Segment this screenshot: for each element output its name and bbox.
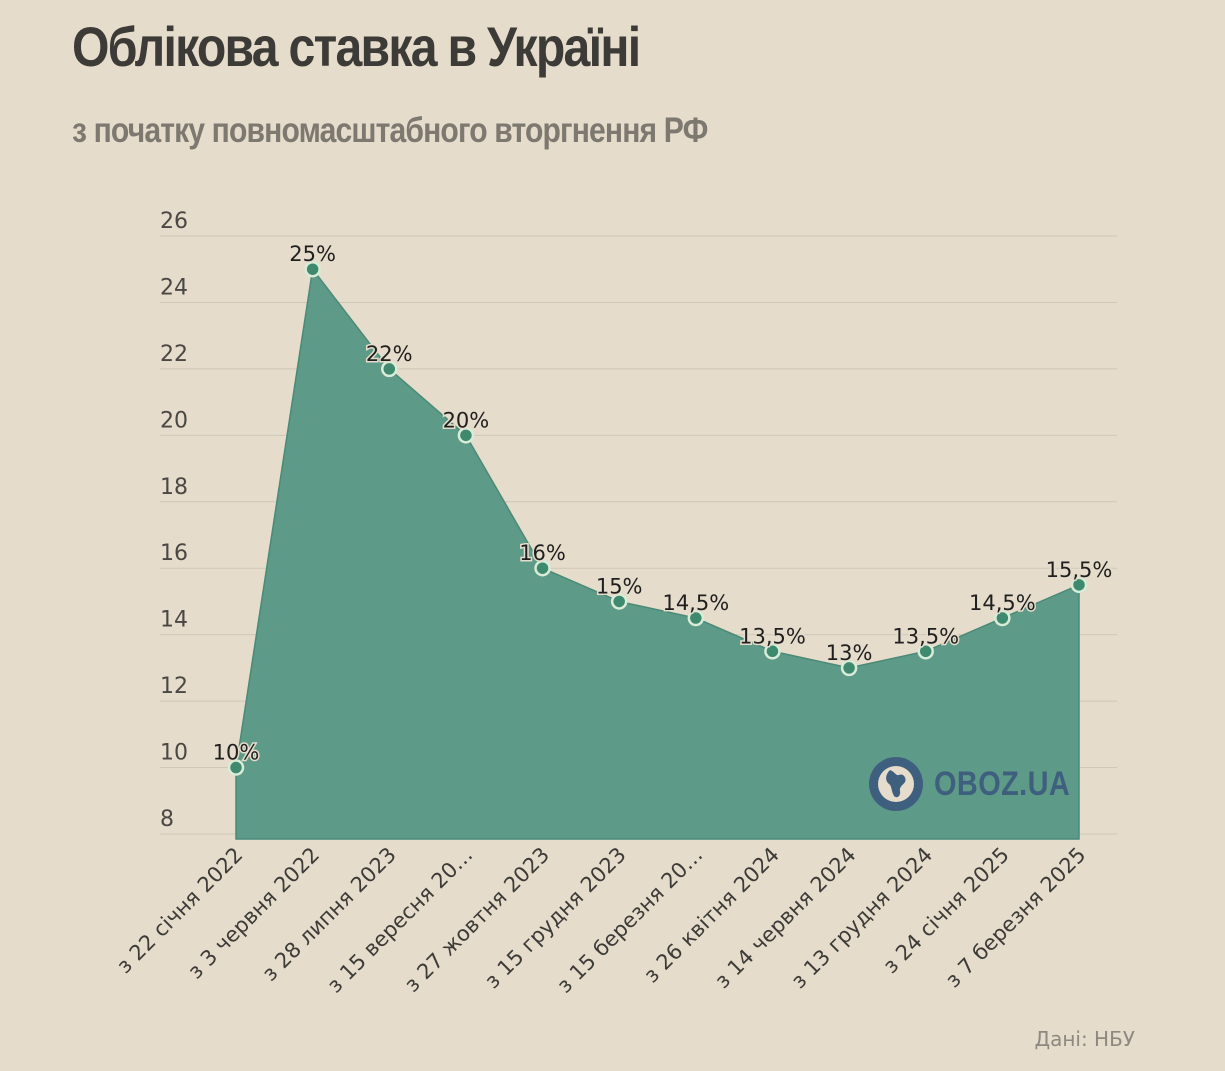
data-point: [687, 609, 705, 627]
x-tick-label: з 3 червня 2022: [183, 843, 324, 984]
y-axis-ticks: 8 10 12 14 16 18 20 22 24 26: [160, 209, 188, 832]
data-point: [457, 427, 475, 444]
y-tick-label: 8: [160, 807, 174, 832]
data-point: [534, 559, 551, 577]
data-point: [381, 360, 398, 378]
y-tick-label: 12: [160, 674, 188, 699]
x-tick-label: з 13 грудня 2024: [787, 843, 938, 994]
data-point: [764, 643, 781, 660]
y-tick-label: 18: [160, 475, 188, 500]
x-tick-label: з 15 вересня 20…: [323, 843, 478, 998]
area-fill: [235, 267, 1080, 840]
data-point: [917, 643, 934, 660]
data-label: 22%: [366, 342, 413, 366]
data-label: 14,5%: [969, 591, 1036, 615]
y-tick-label: 16: [160, 541, 188, 566]
data-label: 10%: [213, 741, 260, 765]
data-label: 15,5%: [1046, 558, 1113, 582]
oboz-watermark: OBOZ.UA: [868, 756, 1094, 812]
data-label: 16%: [519, 541, 566, 565]
x-tick-label: з 15 березня 20…: [552, 843, 707, 998]
data-point: [304, 260, 321, 278]
x-tick-label: з 26 квітня 2024: [639, 843, 784, 988]
data-point: [994, 609, 1011, 627]
y-tick-label: 24: [160, 275, 188, 300]
area-series: [235, 267, 1080, 840]
data-label: 25%: [289, 242, 336, 266]
x-tick-label: з 14 червня 2024: [710, 843, 860, 993]
chart-title: Облікова ставка в Україні: [72, 15, 641, 78]
data-label: 15%: [596, 574, 643, 598]
data-point: [227, 759, 245, 776]
y-tick-label: 14: [160, 608, 188, 633]
data-label: 14,5%: [662, 591, 729, 615]
y-tick-label: 26: [160, 209, 188, 234]
data-source: Дані: НБУ: [1034, 1027, 1135, 1051]
globe-icon: [869, 757, 923, 811]
x-tick-label: з 15 грудня 2023: [480, 843, 631, 994]
data-labels: 10% 25% 22% 20% 16% 15% 14,5% 13,5% 13% 13,5% 14,5…: [211, 241, 1114, 766]
y-tick-label: 22: [160, 342, 188, 367]
watermark-text: OBOZ.UA: [934, 764, 1071, 803]
data-label: 13%: [826, 641, 873, 665]
x-tick-label: з 22 січня 2022: [112, 843, 247, 978]
x-tick-label: з 28 липня 2023: [258, 843, 401, 986]
y-tick-label: 10: [160, 741, 188, 766]
data-label: 20%: [443, 408, 490, 432]
data-label: 13,5%: [739, 624, 806, 648]
y-tick-label: 20: [160, 408, 188, 433]
chart-subtitle: з початку повномасштабного вторгнення РФ: [72, 111, 708, 150]
data-point: [840, 659, 858, 677]
data-point: [1070, 576, 1088, 594]
data-label: 13,5%: [892, 624, 959, 648]
x-tick-label: з 7 березня 2025: [941, 843, 1091, 993]
x-tick-label: з 27 жовтня 2023: [400, 843, 554, 997]
data-point: [610, 593, 628, 610]
data-markers: [227, 260, 1088, 776]
